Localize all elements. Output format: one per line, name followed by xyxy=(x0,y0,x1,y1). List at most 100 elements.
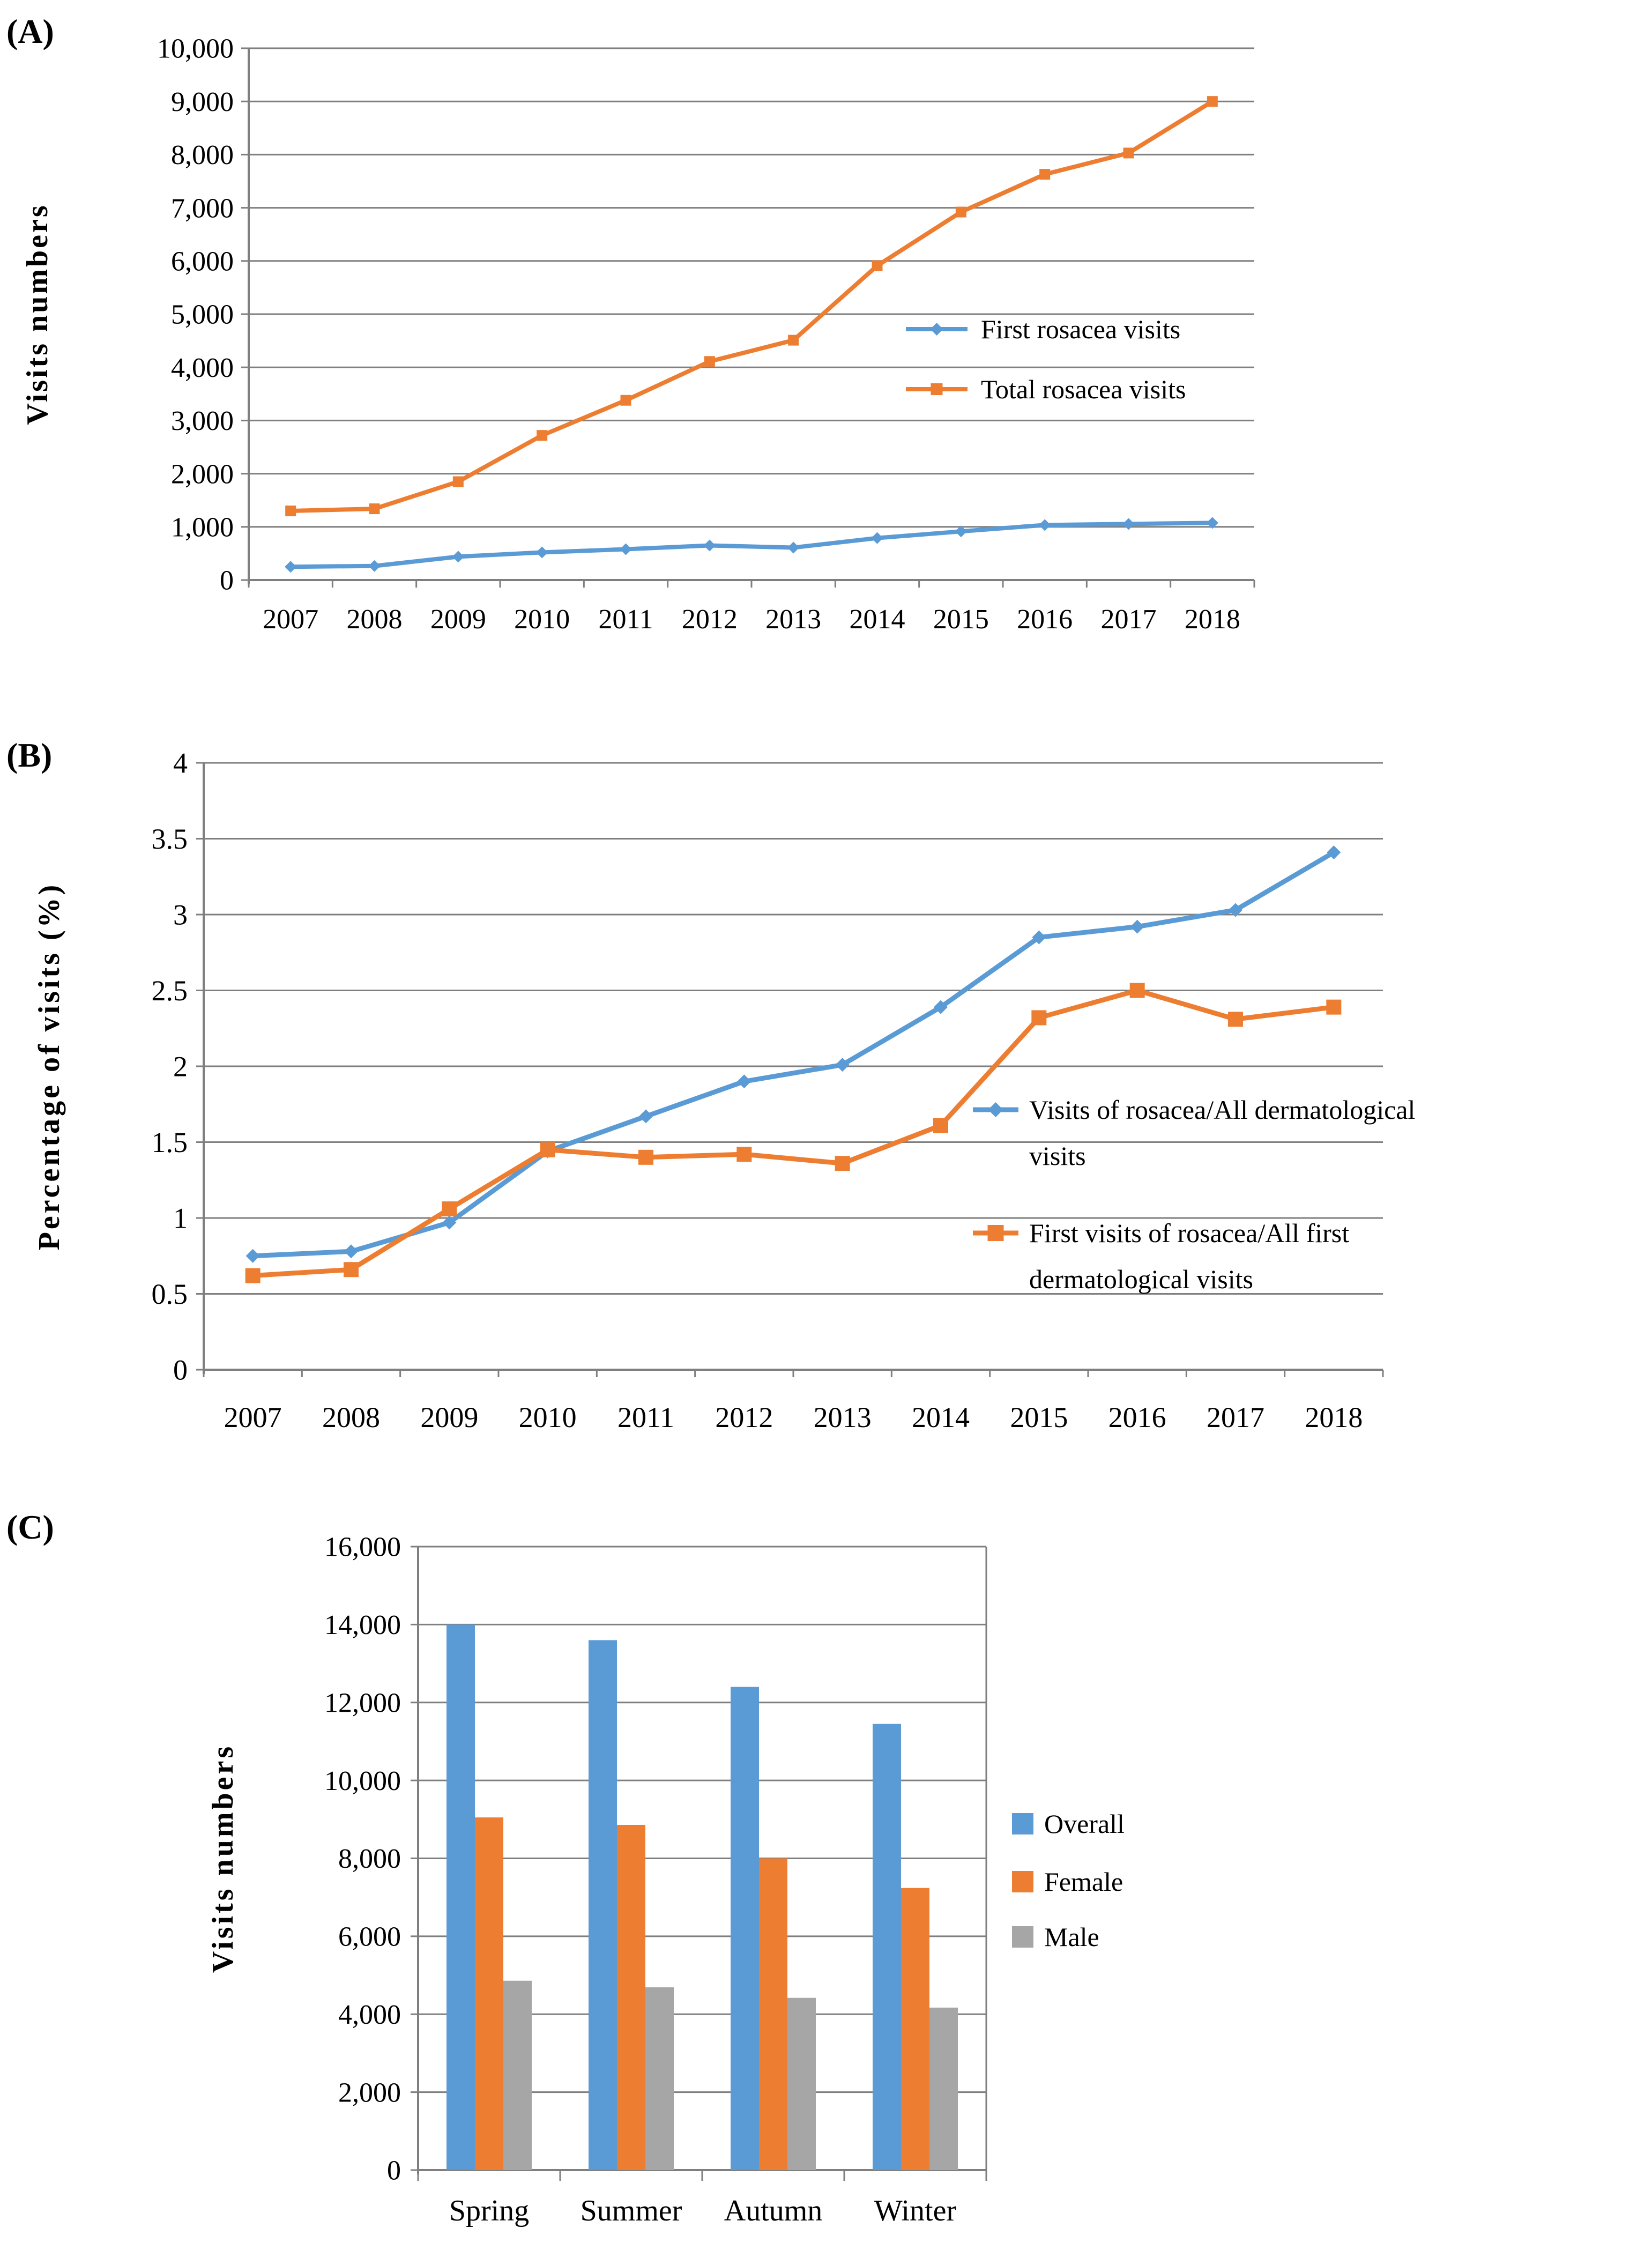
bar-male-summer xyxy=(645,1987,674,2170)
y-tick-label: 1,000 xyxy=(171,512,234,543)
legend-swatch-overall xyxy=(1012,1813,1033,1834)
legend-label-total-rosacea-visits: Total rosacea visits xyxy=(981,374,1186,404)
series-line-visits-of-rosacea-all-dermatological-visits xyxy=(250,850,1336,1259)
y-tick-label: 10,000 xyxy=(324,1766,401,1796)
panel-c-label: (C) xyxy=(6,1508,54,1546)
bar-male-winter xyxy=(929,2007,958,2170)
data-point-first-rosacea-visits-2013 xyxy=(787,541,800,554)
data-point-first-visits-of-rosacea-all-first-dermatological-visits-2018 xyxy=(1326,999,1342,1015)
y-tick-label: 1 xyxy=(173,1202,188,1234)
bar-female-autumn xyxy=(759,1858,787,2170)
chart-a-line-visits-numbers: 0 1,000 2,000 3,000 4,000 5,000 6,000 7,000 8,00… xyxy=(21,34,1255,635)
x-tick-label-2009: 2009 xyxy=(420,1401,478,1434)
data-point-first-rosacea-visits-2014 xyxy=(871,532,883,544)
x-tick-label-spring: Spring xyxy=(449,2194,529,2227)
legend-swatch-female xyxy=(1012,1871,1033,1892)
series-line-total-rosacea-visits xyxy=(288,99,1215,514)
data-point-total-rosacea-visits-2010 xyxy=(537,430,548,441)
data-point-total-rosacea-visits-2014 xyxy=(872,260,883,271)
data-point-visits-of-rosacea-all-dermatological-visits-2017 xyxy=(1229,903,1242,917)
x-tick-label-2007: 2007 xyxy=(263,604,318,635)
y-tick-label: 2,000 xyxy=(171,459,234,489)
y-tick-label: 10,000 xyxy=(157,34,234,64)
y-tick-label: 6,000 xyxy=(171,246,234,277)
data-point-first-rosacea-visits-2012 xyxy=(703,539,716,552)
data-point-first-visits-of-rosacea-all-first-dermatological-visits-2010 xyxy=(540,1142,555,1157)
data-point-first-rosacea-visits-2017 xyxy=(1122,518,1135,530)
y-tick-label: 1.5 xyxy=(152,1126,188,1158)
y-tick-label: 12,000 xyxy=(324,1688,401,1718)
y-axis-title-visits-numbers: Visits numbers xyxy=(21,203,54,425)
x-tick-label-2013: 2013 xyxy=(765,604,821,635)
x-tick-label-2016: 2016 xyxy=(1017,604,1073,635)
data-point-total-rosacea-visits-2007 xyxy=(285,506,296,517)
panel-a-label: (A) xyxy=(6,12,54,50)
y-tick-label: 14,000 xyxy=(324,1610,401,1640)
legend-label-first-visits-of-rosacea-all-first-dermatological-visits-line2: dermatological visits xyxy=(1029,1264,1253,1294)
data-point-total-rosacea-visits-2008 xyxy=(369,503,380,515)
data-point-visits-of-rosacea-all-dermatological-visits-2008 xyxy=(344,1244,358,1259)
data-point-first-rosacea-visits-2011 xyxy=(620,543,632,555)
data-point-first-visits-of-rosacea-all-first-dermatological-visits-2008 xyxy=(344,1262,359,1278)
data-point-visits-of-rosacea-all-dermatological-visits-2013 xyxy=(835,1058,850,1072)
x-tick-label-2012: 2012 xyxy=(682,604,738,635)
data-point-total-rosacea-visits-2009 xyxy=(452,476,464,487)
data-point-first-visits-of-rosacea-all-first-dermatological-visits-2012 xyxy=(736,1147,752,1162)
y-tick-label: 5,000 xyxy=(171,300,234,330)
data-point-first-rosacea-visits-2007 xyxy=(285,561,297,573)
data-point-visits-of-rosacea-all-dermatological-visits-2015 xyxy=(1032,930,1046,945)
x-tick-label-2008: 2008 xyxy=(322,1401,380,1434)
legend-label-visits-of-rosacea-all-dermatological-visits: Visits of rosacea/All dermatological xyxy=(1029,1095,1415,1125)
data-point-total-rosacea-visits-2017 xyxy=(1123,147,1134,159)
legend-label-male: Male xyxy=(1044,1922,1099,1952)
data-point-first-visits-of-rosacea-all-first-dermatological-visits-2015 xyxy=(1031,1010,1047,1026)
data-point-total-rosacea-visits-2013 xyxy=(788,335,799,346)
y-tick-label: 4,000 xyxy=(171,353,234,383)
x-tick-label-2008: 2008 xyxy=(347,604,403,635)
chart-b-line-percentage-of-visits: 0 0.5 1 1.5 2 2.5 3 3.5 4 2007 2008 2009 2010 2011 201… xyxy=(33,747,1415,1434)
bar-overall-autumn xyxy=(731,1687,759,2170)
data-point-first-visits-of-rosacea-all-first-dermatological-visits-2014 xyxy=(933,1118,948,1133)
y-tick-label: 2.5 xyxy=(152,975,188,1007)
y-tick-label: 8,000 xyxy=(338,1844,401,1874)
data-point-total-rosacea-visits-2015 xyxy=(955,206,966,218)
legend-label-overall: Overall xyxy=(1044,1809,1125,1839)
data-point-total-rosacea-visits-2012 xyxy=(704,356,715,367)
legend-marker-first-visits-of-rosacea-all-first-dermatological-visits xyxy=(987,1225,1004,1241)
x-tick-label-2015: 2015 xyxy=(1010,1401,1068,1434)
legend-label-female: Female xyxy=(1044,1867,1123,1897)
data-point-visits-of-rosacea-all-dermatological-visits-2011 xyxy=(639,1109,653,1124)
y-tick-label: 7,000 xyxy=(171,193,234,224)
y-tick-label: 0 xyxy=(387,2156,401,2186)
x-tick-label-2013: 2013 xyxy=(814,1401,872,1434)
data-point-visits-of-rosacea-all-dermatological-visits-2009 xyxy=(442,1215,457,1230)
data-point-first-visits-of-rosacea-all-first-dermatological-visits-2011 xyxy=(638,1149,653,1165)
x-tick-label-2011: 2011 xyxy=(617,1401,674,1434)
y-axis-title-percentage-of-visits: Percentage of visits (%) xyxy=(33,882,66,1251)
data-point-first-rosacea-visits-2009 xyxy=(452,551,464,563)
x-tick-label-2018: 2018 xyxy=(1305,1401,1363,1434)
x-tick-label-2010: 2010 xyxy=(514,604,570,635)
data-point-visits-of-rosacea-all-dermatological-visits-2014 xyxy=(934,1000,948,1014)
data-point-visits-of-rosacea-all-dermatological-visits-2018 xyxy=(1327,845,1341,859)
x-tick-label-summer: Summer xyxy=(581,2194,682,2227)
data-point-first-rosacea-visits-2018 xyxy=(1206,517,1218,529)
y-tick-label: 3,000 xyxy=(171,406,234,436)
data-point-visits-of-rosacea-all-dermatological-visits-2007 xyxy=(245,1249,260,1263)
data-point-visits-of-rosacea-all-dermatological-visits-2012 xyxy=(737,1074,751,1089)
y-tick-label: 2 xyxy=(173,1050,188,1082)
x-tick-label-2011: 2011 xyxy=(598,604,653,635)
x-tick-label-2018: 2018 xyxy=(1185,604,1240,635)
y-tick-label: 4,000 xyxy=(338,2000,401,2030)
y-tick-label: 0 xyxy=(173,1354,188,1386)
y-tick-label: 3 xyxy=(173,898,188,931)
data-point-first-rosacea-visits-2016 xyxy=(1039,519,1051,531)
y-axis-title-visits-numbers: Visits numbers xyxy=(206,1744,240,1973)
legend-label-first-rosacea-visits: First rosacea visits xyxy=(981,314,1180,344)
data-point-first-visits-of-rosacea-all-first-dermatological-visits-2017 xyxy=(1228,1012,1243,1027)
x-tick-label-winter: Winter xyxy=(874,2194,957,2227)
bar-female-winter xyxy=(901,1888,929,2170)
x-tick-label-2017: 2017 xyxy=(1101,604,1157,635)
y-tick-label: 9,000 xyxy=(171,87,234,117)
x-tick-label-2014: 2014 xyxy=(850,604,905,635)
